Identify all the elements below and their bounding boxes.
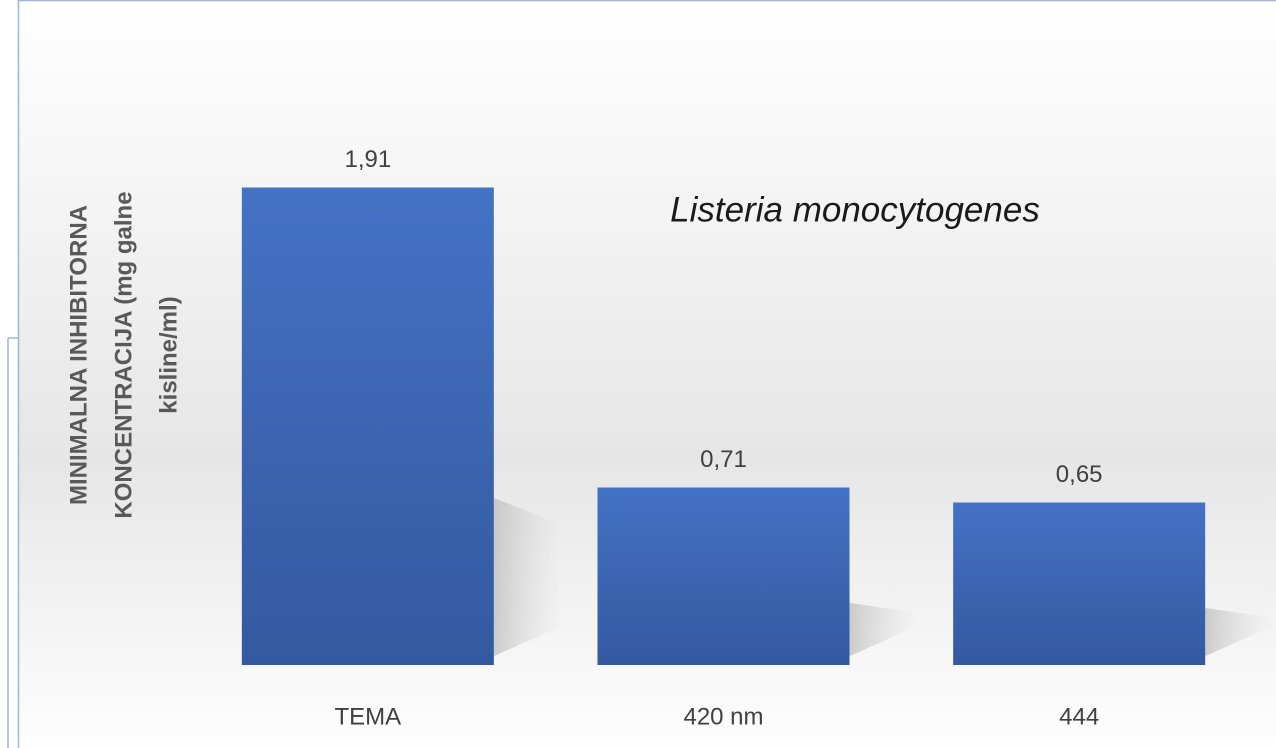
bar [597, 487, 850, 665]
value-label: 1,91 [344, 146, 391, 173]
annotation: Listeria monocytogenes [670, 190, 1040, 229]
bar [241, 187, 494, 665]
bar [953, 502, 1206, 665]
value-label: 0,65 [1056, 461, 1103, 488]
x-tick-label: TEMA [334, 703, 401, 730]
y-axis-label: MINIMALNA INHIBITORNA KONCENTRACIJA (mg … [65, 191, 182, 518]
value-label: 0,71 [700, 446, 747, 473]
y-axis-label-line: kisline/ml) [155, 296, 182, 413]
bar-shadow [829, 602, 920, 665]
y-axis-label-line: KONCENTRACIJA (mg galne [110, 191, 137, 518]
x-tick-label: 420 nm [683, 703, 763, 730]
bar-shadow [1185, 608, 1276, 665]
bar-shadow [473, 497, 564, 665]
x-tick-label: 444 [1059, 703, 1099, 730]
y-axis-label-line: MINIMALNA INHIBITORNA [65, 205, 92, 505]
